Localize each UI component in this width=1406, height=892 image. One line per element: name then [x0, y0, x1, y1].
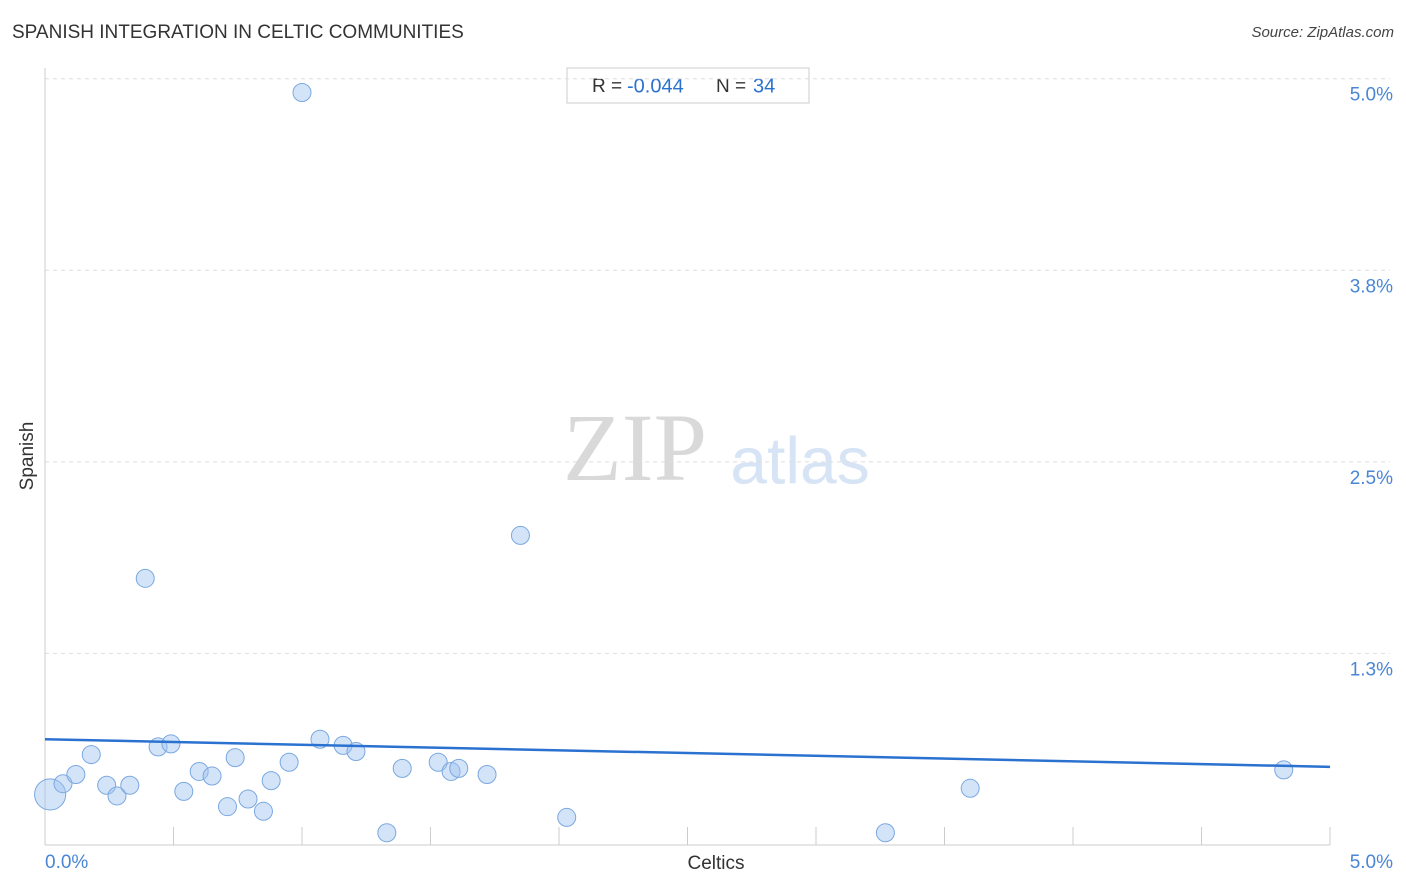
data-point — [960, 778, 980, 798]
y-tick-label: 3.8% — [1350, 276, 1393, 297]
data-point — [97, 775, 117, 795]
data-point — [66, 765, 86, 785]
data-point — [441, 761, 461, 781]
data-point — [428, 752, 448, 772]
data-point — [81, 745, 101, 765]
data-point — [557, 807, 577, 827]
data-point — [261, 771, 281, 791]
data-point — [377, 823, 397, 843]
y-axis-label: Spanish — [17, 422, 38, 491]
source: Source: ZipAtlas.com — [1251, 24, 1394, 41]
x-tick-label: 5.0% — [1350, 852, 1393, 873]
data-point — [34, 778, 67, 811]
data-point — [310, 729, 330, 749]
stats-r: -0.044 — [627, 75, 684, 97]
data-point — [225, 748, 245, 768]
data-point — [120, 775, 140, 795]
y-tick-label: 2.5% — [1350, 468, 1393, 489]
data-point — [292, 83, 312, 103]
chart-title: SPANISH INTEGRATION IN CELTIC COMMUNITIE… — [12, 22, 464, 43]
watermark: ZIP — [563, 394, 707, 501]
data-point — [202, 766, 222, 786]
data-point — [477, 765, 497, 785]
data-point — [875, 823, 895, 843]
data-point — [510, 525, 530, 545]
trend-line — [44, 738, 1331, 769]
data-point — [189, 761, 209, 781]
y-tick-label: 5.0% — [1350, 85, 1393, 106]
watermark: atlas — [730, 423, 869, 497]
data-point — [238, 789, 258, 809]
data-point — [279, 752, 299, 772]
data-point — [449, 758, 469, 778]
data-point — [161, 734, 181, 754]
data-point — [174, 781, 194, 801]
x-tick-label: 0.0% — [45, 852, 88, 873]
data-point — [107, 786, 127, 806]
stats-n-label: N = — [716, 76, 746, 97]
stats-r-label: R = — [592, 76, 622, 97]
data-point — [135, 568, 155, 588]
x-axis-label: Celtics — [687, 853, 744, 874]
data-point — [1274, 760, 1294, 780]
data-point — [392, 758, 412, 778]
data-point — [217, 797, 237, 817]
stats-n: 34 — [753, 75, 775, 97]
data-point — [253, 801, 273, 821]
y-tick-label: 1.3% — [1350, 659, 1393, 680]
stats-box — [566, 67, 810, 104]
data-point — [53, 774, 73, 794]
